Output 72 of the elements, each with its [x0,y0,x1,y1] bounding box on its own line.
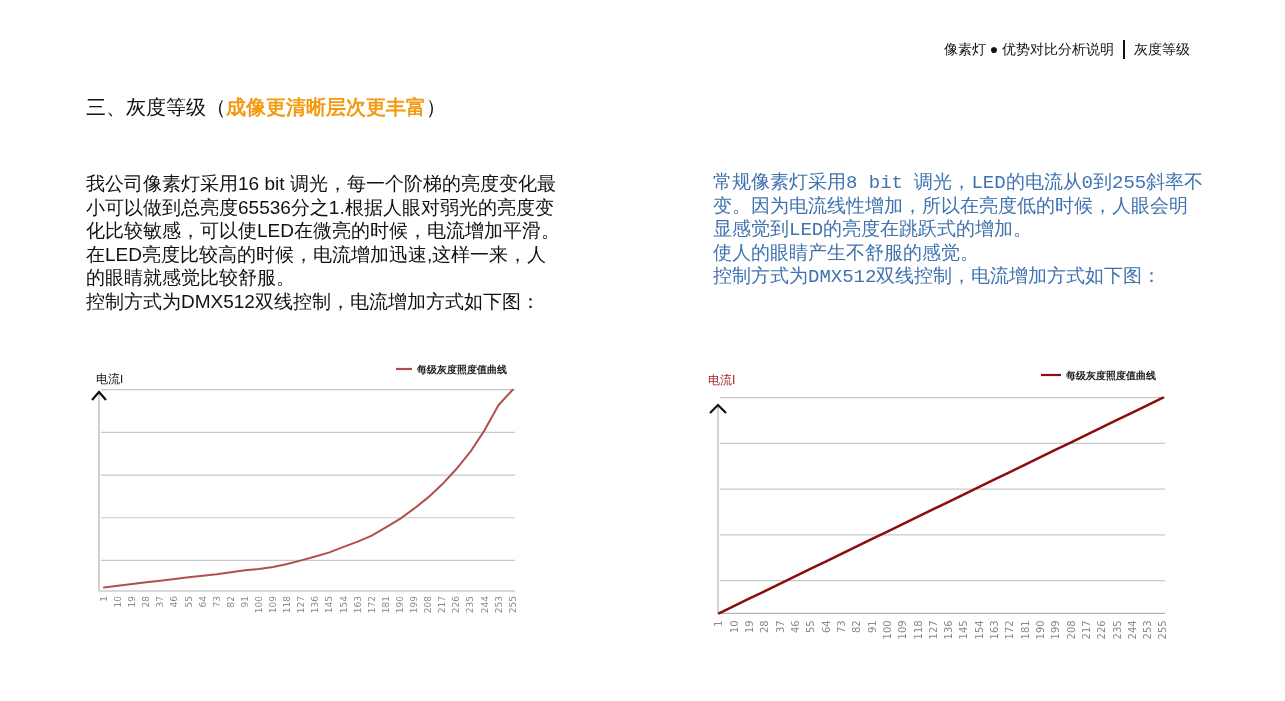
x-tick-label: 91 [239,596,250,608]
x-tick-label: 82 [225,596,236,608]
text: 像素灯 ● 优势对比分析说明 [943,40,1114,60]
x-tick-label: 226 [1096,620,1108,640]
x-tick-label: 154 [338,595,349,614]
x-tick-label: 154 [973,620,985,640]
x-tick-label: 235 [1111,620,1123,640]
x-tick-label: 37 [774,620,786,634]
x-tick-label: 73 [211,596,222,608]
x-tick-label: 118 [912,620,924,640]
x-tick-label: 1 [99,596,109,602]
x-tick-label: 199 [1050,620,1062,640]
x-tick-label: 172 [1004,620,1016,640]
x-tick-label: 109 [268,595,279,614]
y-axis-title: 电流I [708,373,736,387]
x-tick-label: 181 [380,596,391,614]
legend-label: 每级灰度照度值曲线 [416,363,507,375]
text: 使人的眼睛产生不舒服的感觉。 [713,242,980,266]
x-tick-label: 217 [437,596,448,614]
legend-label: 每级灰度照度值曲线 [1065,369,1156,381]
x-tick-label: 253 [1142,620,1154,640]
x-tick-label: 208 [423,595,434,614]
x-tick-label: 136 [943,620,955,640]
text: 控制方式为DMX512双线控制，电流增加方式如下图： [86,289,541,313]
x-tick-label: 28 [759,620,771,634]
x-tick-label: 127 [927,620,939,640]
x-tick-label: 37 [155,596,166,608]
x-tick-label: 255 [1157,620,1169,640]
x-tick-label: 10 [113,595,124,608]
x-tick-label: 19 [127,595,138,608]
x-tick-label: 82 [851,620,863,634]
x-tick-label: 199 [409,595,420,614]
x-tick-label: 208 [1065,620,1077,640]
x-tick-label: 55 [805,620,817,634]
x-tick-label: 190 [1035,620,1047,640]
x-tick-label: 226 [451,595,462,614]
text: 灰度等级 [1134,40,1190,60]
x-tick-label: 46 [169,595,180,608]
x-tick-label: 190 [394,595,405,614]
x-tick-label: 136 [310,595,321,614]
x-tick-label: 91 [866,620,878,634]
x-tick-label: 64 [820,620,832,634]
x-tick-label: 73 [835,620,847,634]
y-axis-title: 电流I [96,372,124,385]
x-tick-label: 172 [366,596,377,614]
x-tick-label: 28 [141,595,152,608]
text: 常规像素灯采用8 bit 调光，LED的电流从0到255斜率不变。因为电流线性增加，所以在亮度低的时候，人眼会明显感觉到LED的亮度在跳跃式的增加。 [713,172,1205,243]
x-tick-label: 1 [713,620,725,627]
text: 我公司像素灯采用16 bit 调光，每一个阶梯的亮度变化最小可以做到总亮度65536分之1.根据人眼对弱光的亮度变化比较敏感，可以使LED在微亮的时候，电流增加平滑。在LED亮度比较高的时候，电流增加迅速,这样一来，人的眼睛就感觉比较舒服。 [86,172,560,290]
x-tick-label: 255 [507,596,518,614]
chart-title: 三、灰度等级（成像更清晰层次更丰富） [86,96,446,118]
x-tick-label: 235 [465,596,476,614]
x-tick-label: 118 [282,595,293,614]
x-tick-label: 100 [881,620,893,640]
x-tick-label: 244 [479,595,490,614]
x-tick-label: 100 [254,595,265,614]
x-tick-label: 55 [183,596,194,608]
text: 控制方式为DMX512双线控制，电流增加方式如下图： [713,266,1163,290]
x-tick-label: 244 [1126,620,1138,640]
x-tick-label: 19 [744,620,756,634]
x-tick-label: 64 [197,595,208,608]
x-tick-label: 181 [1019,620,1031,640]
x-tick-label: 253 [493,596,504,614]
x-tick-label: 109 [897,620,909,640]
x-tick-label: 217 [1080,620,1092,640]
x-tick-label: 46 [790,620,802,634]
x-tick-label: 163 [352,596,363,614]
x-tick-label: 127 [296,596,307,614]
x-tick-label: 145 [958,620,970,640]
x-tick-label: 163 [989,620,1001,640]
x-tick-label: 145 [324,596,335,614]
x-tick-label: 10 [728,620,740,634]
